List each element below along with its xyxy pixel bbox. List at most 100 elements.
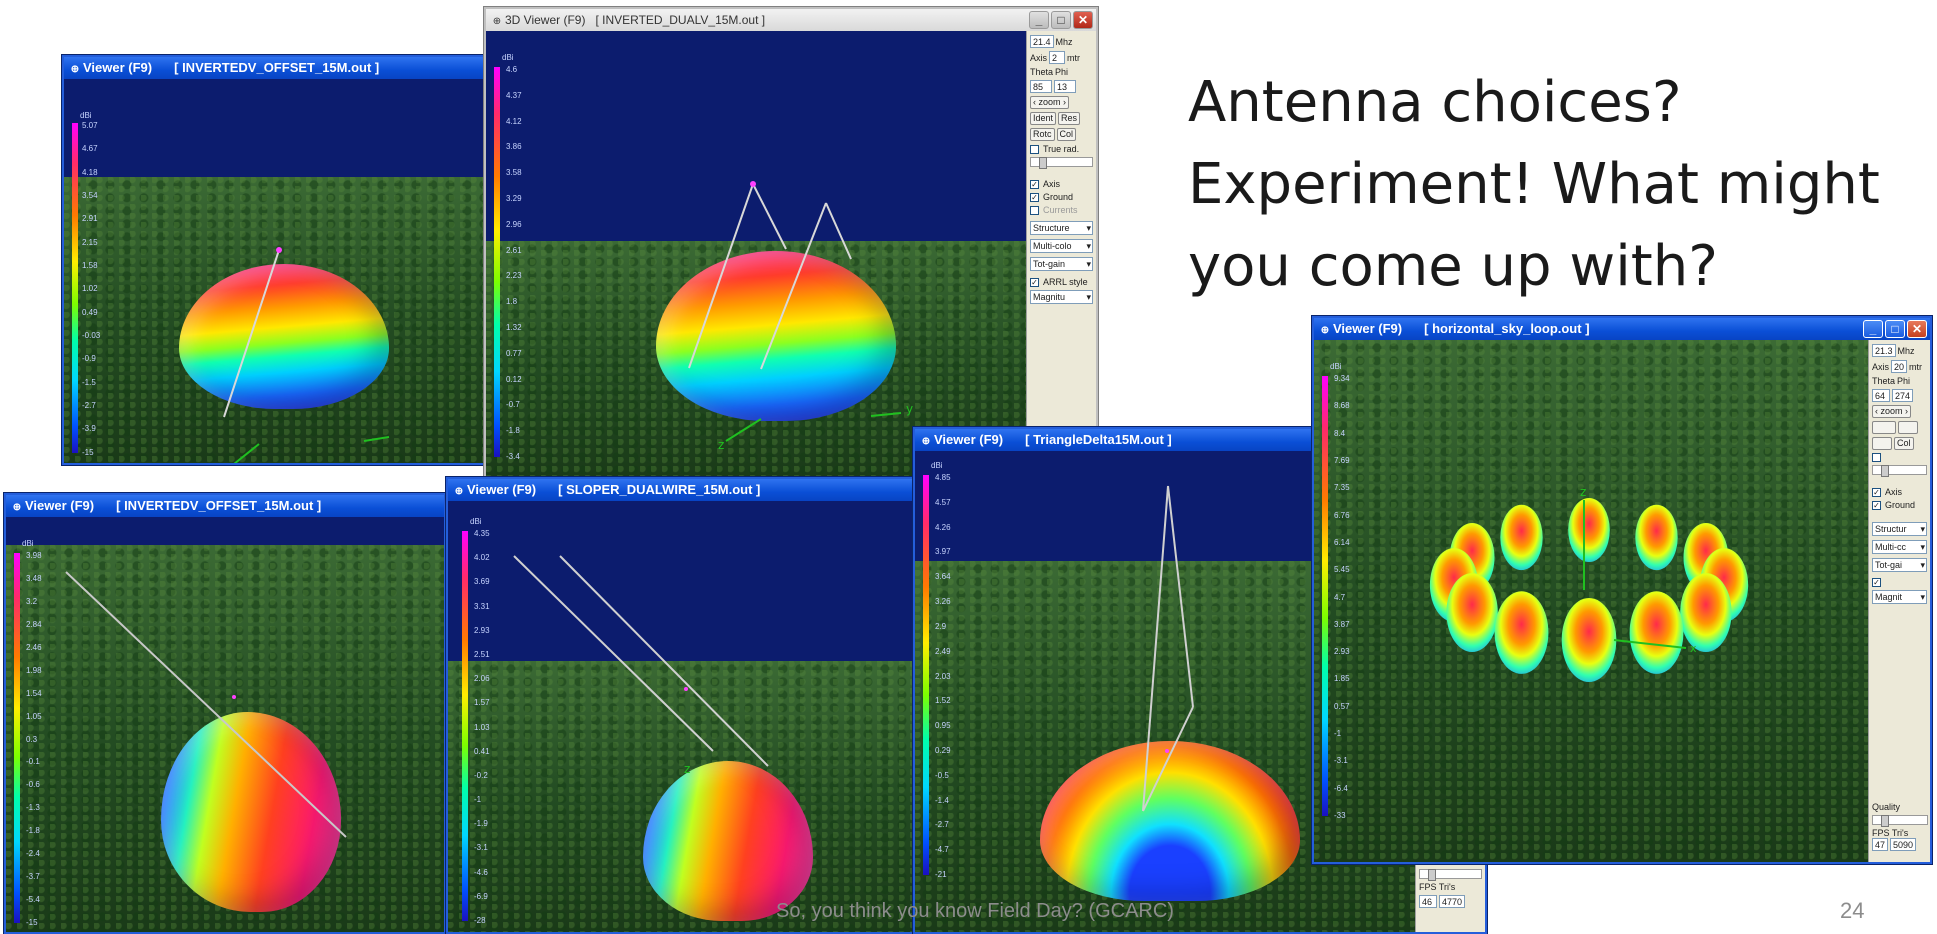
true-rad-checkbox[interactable] (1030, 144, 1039, 154)
scale-tick-label: -21 (935, 870, 947, 879)
scale-tick-label: -0.1 (26, 757, 40, 767)
viewer-window-invertedv-top[interactable]: ⊕ Viewer (F9) [ INVERTEDV_OFFSET_15M.out ]… (62, 55, 494, 465)
scale-tick-label: 0.57 (1334, 701, 1350, 711)
pattern-view[interactable]: dBi 4.35 4.02 3.69 3.31 2.93 2.51 2.06 1.57 1.03… (448, 501, 916, 932)
scale-tick-label: 3.98 (26, 551, 42, 560)
viewer-window-dualv[interactable]: ⊕ 3D Viewer (F9)[ INVERTED_DUALV_15M.out … (484, 7, 1098, 482)
minimize-button[interactable]: _ (1029, 11, 1049, 29)
ident-button[interactable] (1872, 421, 1896, 434)
scale-tick-label: -0.6 (26, 780, 40, 790)
pattern-view[interactable]: dBi 9.34 8.68 8.4 7.69 7.35 6.76 6.14 5.45 4.7 3.… (1314, 340, 1868, 862)
phi-field[interactable]: 274 (1892, 389, 1914, 402)
axis-length-field[interactable]: 20 (1891, 360, 1908, 373)
scale-tick-label: -2.7 (935, 820, 949, 830)
scale-tick-label: 3.69 (474, 577, 490, 587)
scale-tick-label: 3.26 (935, 597, 951, 607)
axis-check-label: Axis (1885, 487, 1903, 497)
axis-checkbox[interactable]: ✓ (1030, 179, 1039, 189)
ident-button[interactable]: Ident (1030, 112, 1057, 125)
radiation-pattern-lobe (643, 761, 813, 921)
window-file-name: [ INVERTEDV_OFFSET_15M.out ] (116, 498, 322, 513)
arrl-style-checkbox[interactable]: ✓ (1872, 578, 1881, 587)
pattern-petal (1680, 573, 1732, 652)
close-button[interactable]: ✕ (1073, 11, 1093, 29)
zoom-slider[interactable] (1030, 157, 1093, 169)
minimize-button[interactable]: _ (1863, 320, 1883, 338)
theta-field[interactable]: 85 (1030, 80, 1052, 93)
arrl-style-label: ARRL style (1043, 277, 1088, 287)
scale-tick-label: 0.12 (506, 374, 522, 384)
axis-check-label: Axis (1043, 179, 1061, 189)
pattern-view[interactable]: dBi 5.07 4.67 4.18 3.54 2.91 2.15 1.58 1.02 0.49… (64, 79, 492, 463)
dbi-label: dBi (80, 111, 92, 120)
maximize-button[interactable]: □ (1051, 11, 1071, 29)
window-titlebar[interactable]: ⊕ 3D Viewer (F9) [ INVERTED_DUALV_15M.out … (486, 9, 1096, 31)
zoom-slider[interactable] (1872, 465, 1927, 477)
scale-tick-label: 2.84 (26, 619, 42, 629)
ground-checkbox[interactable]: ✓ (1030, 192, 1039, 202)
color-mode-select[interactable]: Multi-colo (1030, 239, 1093, 253)
reset-button[interactable]: Res (1058, 112, 1081, 125)
frequency-field[interactable]: 21.4 (1030, 35, 1054, 48)
scale-tick-label: 4.57 (935, 497, 951, 507)
window-app-icon: ⊕ (492, 16, 502, 27)
currents-checkbox[interactable] (1030, 205, 1039, 215)
maximize-button[interactable]: □ (1885, 320, 1905, 338)
true-rad-checkbox[interactable] (1872, 453, 1881, 462)
arrl-style-checkbox[interactable]: ✓ (1030, 277, 1039, 287)
radiation-pattern-lobe (161, 712, 341, 912)
pattern-view[interactable]: dBi 3.98 3.48 3.2 2.84 2.46 1.98 1.54 1.05 0.3 -0… (6, 517, 444, 932)
color-button[interactable]: Col (1056, 128, 1077, 141)
magnitude-select[interactable]: Magnitu (1030, 290, 1093, 304)
scale-tick-label: 4.85 (935, 473, 951, 482)
magnitude-select[interactable]: Magnit (1872, 590, 1927, 604)
gain-color-scale (494, 67, 500, 457)
scale-tick-label: 2.23 (506, 271, 522, 281)
window-app-name: Viewer (F9) (1333, 321, 1403, 336)
svg-text:z: z (718, 438, 724, 452)
window-titlebar[interactable]: ⊕ Viewer (F9) [ INVERTEDV_OFFSET_15M.out ] (6, 495, 444, 517)
axis-label: Axis (1872, 361, 1890, 372)
gain-type-select[interactable]: Tot-gai (1872, 558, 1927, 572)
phi-field[interactable]: 13 (1054, 80, 1076, 93)
scale-tick-label: -4.7 (935, 845, 949, 855)
quality-slider[interactable] (1419, 869, 1482, 881)
window-titlebar[interactable]: ⊕ Viewer (F9) [ SLOPER_DUALWIRE_15M.out ] (448, 479, 916, 501)
scale-tick-label: 1.58 (82, 261, 98, 271)
viewer-window-sky-loop[interactable]: ⊕ Viewer (F9)[ horizontal_sky_loop.out ] … (1312, 316, 1932, 864)
color-mode-select[interactable]: Multi-cc (1872, 540, 1927, 554)
ground-checkbox[interactable]: ✓ (1872, 500, 1881, 510)
rotate-button[interactable]: Rotc (1030, 128, 1055, 141)
viewer-window-invertedv-bottom[interactable]: ⊕ Viewer (F9) [ INVERTEDV_OFFSET_15M.out ]… (4, 493, 446, 934)
structure-select[interactable]: Structur (1872, 522, 1927, 536)
axis-length-field[interactable]: 2 (1049, 51, 1066, 64)
quality-slider[interactable] (1872, 815, 1928, 827)
close-button[interactable]: ✕ (1907, 320, 1927, 338)
window-controls: _ □ ✕ (1029, 11, 1093, 29)
axis-checkbox[interactable]: ✓ (1872, 487, 1881, 497)
dbi-label: dBi (931, 461, 943, 470)
scale-tick-label: 1.05 (26, 711, 42, 721)
scale-tick-label: 0.3 (26, 734, 38, 744)
window-titlebar[interactable]: ⊕ Viewer (F9)[ horizontal_sky_loop.out ] … (1314, 318, 1930, 340)
scale-tick-label: -0.2 (474, 770, 488, 780)
zoom-control[interactable]: ‹ zoom › (1872, 405, 1912, 418)
rotate-button[interactable] (1872, 437, 1892, 450)
frequency-field[interactable]: 21.3 (1872, 344, 1896, 357)
theta-field[interactable]: 64 (1872, 389, 1890, 402)
theta-label: Theta (1872, 376, 1896, 386)
viewer-window-sloper[interactable]: ⊕ Viewer (F9)[ SLOPER_DUALWIRE_15M.out ] … (446, 477, 918, 934)
window-titlebar[interactable]: ⊕ Viewer (F9) [ INVERTEDV_OFFSET_15M.out ] (64, 57, 492, 79)
scale-tick-label: 4.67 (82, 144, 98, 154)
scale-tick-label: -5.4 (26, 895, 40, 905)
scale-tick-label: -0.9 (82, 354, 96, 364)
pattern-petal (1629, 591, 1684, 674)
color-button[interactable]: Col (1894, 437, 1914, 450)
scale-labels: 9.34 8.68 8.4 7.69 7.35 6.76 6.14 5.45 4.7 3.87 2.… (1334, 374, 1350, 820)
structure-select[interactable]: Structure (1030, 221, 1093, 235)
gain-type-select[interactable]: Tot-gain (1030, 257, 1093, 271)
zoom-control[interactable]: ‹ zoom › (1030, 96, 1070, 109)
reset-button[interactable] (1898, 421, 1918, 434)
scale-tick-label: 2.49 (935, 646, 951, 656)
pattern-view[interactable]: dBi 4.6 4.37 4.12 3.86 3.58 3.29 2.96 2.61 2.23 1… (486, 31, 1026, 480)
